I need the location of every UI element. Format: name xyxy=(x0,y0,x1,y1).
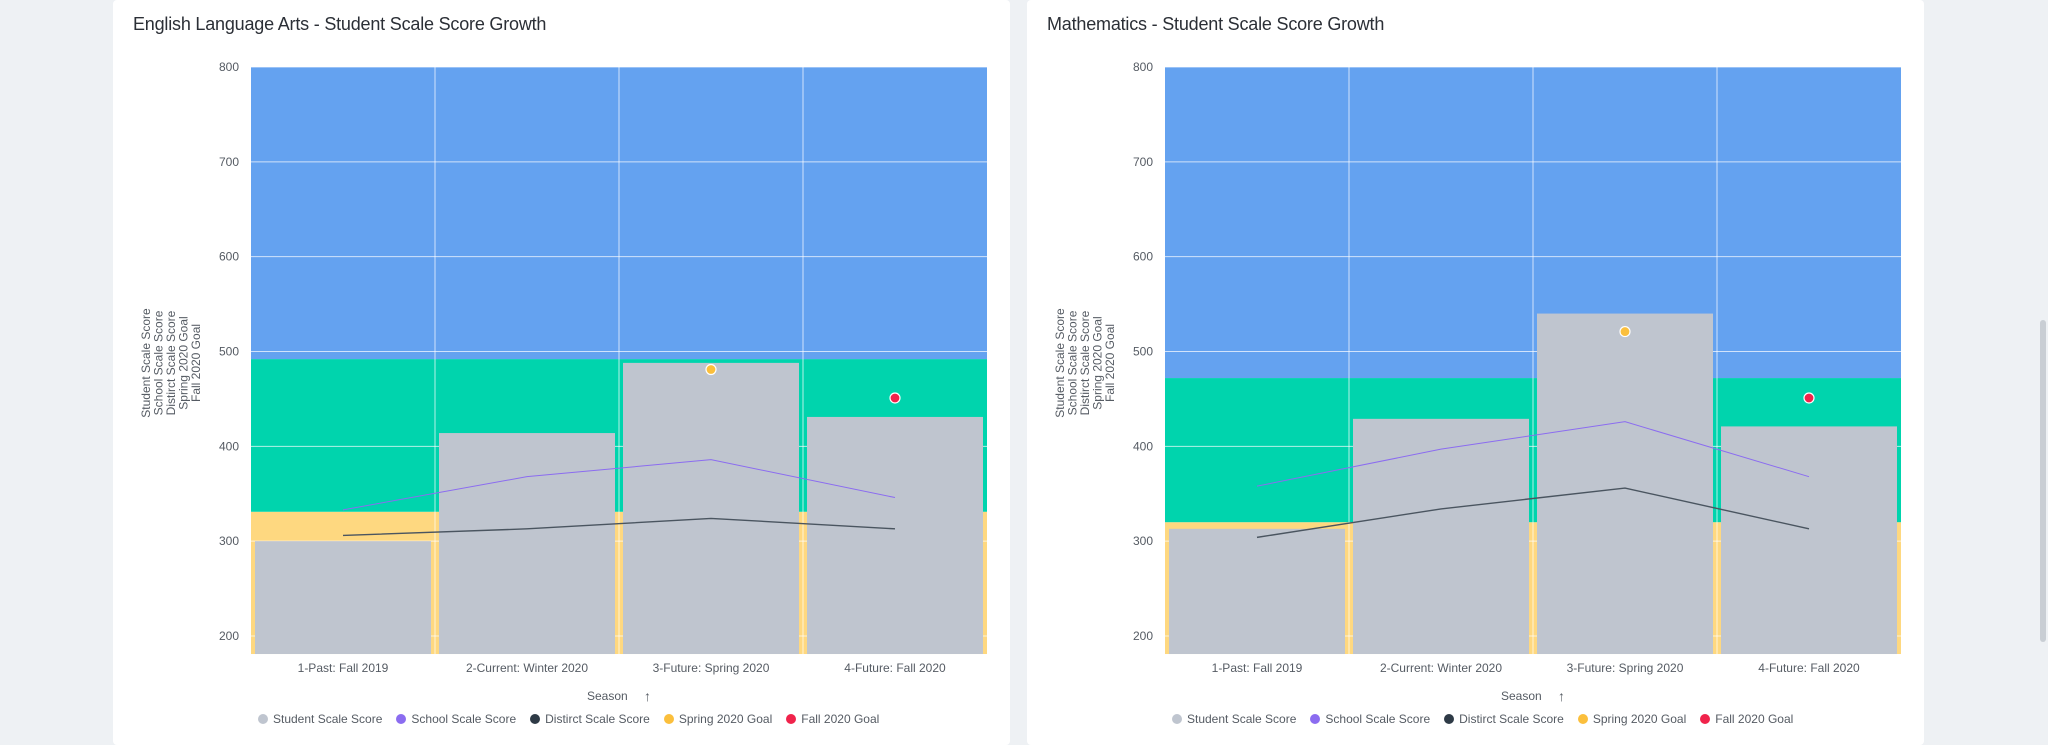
y-tick-label: 700 xyxy=(219,155,239,169)
y-axis-label-line: Student Scale Score xyxy=(139,308,153,418)
chart-title: Mathematics - Student Scale Score Growth xyxy=(1047,14,1385,34)
legend-label: School Scale Score xyxy=(411,712,517,726)
legend-dot-icon xyxy=(1310,714,1321,724)
y-tick-label: 600 xyxy=(1133,250,1153,264)
x-tick-label: 4-Future: Fall 2020 xyxy=(1758,661,1860,675)
legend-item[interactable]: Student Scale Score xyxy=(1172,712,1296,726)
x-tick-label: 2-Current: Winter 2020 xyxy=(466,661,588,675)
fall-goal-point xyxy=(889,392,901,404)
legend-label: Fall 2020 Goal xyxy=(1715,712,1794,726)
y-axis-label: Student Scale ScoreSchool Scale ScoreDis… xyxy=(1053,308,1117,418)
chart-title: English Language Arts - Student Scale Sc… xyxy=(133,14,547,34)
legend-dot-icon xyxy=(663,714,674,724)
y-axis-label: Student Scale ScoreSchool Scale ScoreDis… xyxy=(139,308,203,418)
legend-label: School Scale Score xyxy=(1325,712,1431,726)
legend-item[interactable]: Distirct Scale Score xyxy=(1444,712,1564,726)
legend: Student Scale Score School Scale Score Dis… xyxy=(1172,712,1793,726)
student-score-bar xyxy=(439,433,615,655)
y-tick-label: 300 xyxy=(1133,534,1153,548)
legend-label: Student Scale Score xyxy=(1187,712,1297,726)
math-chart-card: Mathematics - Student Scale Score Growth… xyxy=(1027,0,1924,745)
y-tick-label: 300 xyxy=(219,534,239,548)
x-axis-label[interactable]: Season xyxy=(587,689,628,703)
spring-goal-point xyxy=(705,363,717,376)
legend-item[interactable]: Fall 2020 Goal xyxy=(1700,712,1793,726)
legend-dot-icon xyxy=(396,714,407,724)
y-axis-label-line: Distirct Scale Score xyxy=(1078,310,1092,415)
legend-label: Fall 2020 Goal xyxy=(801,712,880,726)
legend-dot-icon xyxy=(786,714,797,724)
x-tick-label: 4-Future: Fall 2020 xyxy=(844,661,946,675)
district-score-line xyxy=(342,517,896,537)
y-axis-label-line: School Scale Score xyxy=(152,310,166,415)
legend-item[interactable]: Distirct Scale Score xyxy=(530,712,650,726)
legend-item[interactable]: School Scale Score xyxy=(1310,712,1430,726)
y-axis-label-line: Fall 2020 Goal xyxy=(189,324,203,402)
sort-arrow-icon[interactable]: ↑ xyxy=(1558,688,1565,704)
ela-chart-card: English Language Arts - Student Scale Sc… xyxy=(113,0,1010,745)
x-tick-label: 1-Past: Fall 2019 xyxy=(1212,661,1303,675)
legend-dot-icon xyxy=(1444,714,1455,724)
y-tick-label: 500 xyxy=(1133,345,1153,359)
student-score-bar xyxy=(255,541,431,655)
x-tick-label: 3-Future: Spring 2020 xyxy=(653,661,770,675)
legend-dot-icon xyxy=(530,714,541,724)
legend-item[interactable]: School Scale Score xyxy=(396,712,516,726)
x-tick-label: 3-Future: Spring 2020 xyxy=(1567,661,1684,675)
legend-item[interactable]: Spring 2020 Goal xyxy=(663,712,773,726)
student-score-bar xyxy=(1537,313,1713,655)
legend-item[interactable]: Spring 2020 Goal xyxy=(1577,712,1687,726)
y-axis-label-line: School Scale Score xyxy=(1066,310,1080,415)
y-axis-label-line: Fall 2020 Goal xyxy=(1103,324,1117,402)
y-tick-label: 200 xyxy=(1133,629,1153,643)
legend-label: Spring 2020 Goal xyxy=(678,712,773,726)
y-axis-label-line: Student Scale Score xyxy=(1053,308,1067,418)
y-tick-label: 800 xyxy=(219,60,239,74)
student-score-bar xyxy=(1353,418,1529,655)
student-score-bar xyxy=(1721,426,1897,655)
legend-dot-icon xyxy=(1577,714,1588,724)
fall-goal-point xyxy=(1803,392,1815,404)
student-score-bar xyxy=(807,416,983,655)
legend-item[interactable]: Student Scale Score xyxy=(258,712,382,726)
y-axis-label-line: Spring 2020 Goal xyxy=(177,316,191,409)
school-score-line xyxy=(1256,421,1810,487)
legend-item[interactable]: Fall 2020 Goal xyxy=(786,712,879,726)
legend-label: Distirct Scale Score xyxy=(545,712,650,726)
y-tick-label: 800 xyxy=(1133,60,1153,74)
legend-label: Distirct Scale Score xyxy=(1459,712,1564,726)
student-score-bar xyxy=(1169,528,1345,655)
legend-label: Student Scale Score xyxy=(273,712,383,726)
legend-dot-icon xyxy=(1172,714,1182,724)
ela-chart: 200 300 400 500 600 700 800 1-Past: Fall 2019 2-… xyxy=(139,60,987,675)
legend-label: Spring 2020 Goal xyxy=(1592,712,1687,726)
legend-dot-icon xyxy=(258,714,268,724)
y-tick-label: 700 xyxy=(1133,155,1153,169)
legend: Student Scale Score School Scale Score Dis… xyxy=(258,712,879,726)
y-tick-label: 500 xyxy=(219,345,239,359)
student-score-bar xyxy=(623,362,799,655)
district-score-line xyxy=(1256,487,1810,539)
y-tick-label: 400 xyxy=(219,439,239,453)
legend-dot-icon xyxy=(1700,714,1711,724)
school-score-line xyxy=(342,459,896,511)
x-tick-label: 1-Past: Fall 2019 xyxy=(298,661,389,675)
page-scrollbar[interactable] xyxy=(2040,320,2046,642)
x-axis-label[interactable]: Season xyxy=(1501,689,1542,703)
y-tick-label: 200 xyxy=(219,629,239,643)
y-tick-label: 600 xyxy=(219,250,239,264)
y-axis-label-line: Distirct Scale Score xyxy=(164,310,178,415)
x-tick-label: 2-Current: Winter 2020 xyxy=(1380,661,1502,675)
y-axis-label-line: Spring 2020 Goal xyxy=(1091,316,1105,409)
math-chart: 200 300 400 500 600 700 800 1-Past: Fall 2019 2-… xyxy=(1053,60,1901,675)
sort-arrow-icon[interactable]: ↑ xyxy=(644,688,651,704)
y-tick-label: 400 xyxy=(1133,439,1153,453)
spring-goal-point xyxy=(1619,325,1631,338)
